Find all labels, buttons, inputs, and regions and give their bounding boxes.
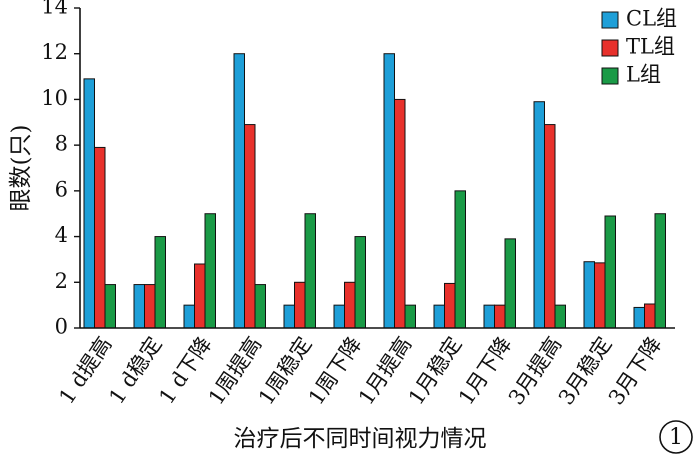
- bar-3-7: [404, 304, 416, 329]
- bar-3-6: [354, 236, 366, 329]
- x-axis-label: 治疗后不同时间视力情况: [234, 426, 487, 452]
- badge-number: 1: [669, 425, 683, 450]
- bar-2-2: [144, 284, 156, 329]
- legend-swatch: [601, 11, 619, 29]
- bar-1-6: [333, 304, 345, 329]
- y-tick-label: 6: [55, 177, 68, 201]
- bar-1-7: [383, 53, 395, 329]
- legend-label: TL组: [626, 35, 675, 59]
- bar-3-1: [104, 284, 116, 329]
- y-tick-label: 2: [55, 269, 68, 293]
- legend-label: L组: [626, 63, 661, 87]
- bar-1-10: [533, 101, 545, 329]
- y-tick-label: 12: [41, 40, 68, 64]
- bar-3-5: [304, 213, 316, 329]
- bar-1-8: [433, 304, 445, 329]
- bars-group: [83, 53, 666, 329]
- legend: CL组 TL组 L组: [601, 7, 677, 87]
- bar-3-10: [554, 304, 566, 329]
- bar-2-1: [94, 146, 106, 329]
- bar-1-9: [483, 304, 495, 329]
- badge-circle: [659, 420, 693, 454]
- legend-swatch: [601, 39, 619, 57]
- bar-2-4: [244, 124, 256, 329]
- bar-2-3: [194, 263, 206, 329]
- y-tick-label: 0: [55, 315, 68, 339]
- figure-badge: 1: [659, 420, 693, 454]
- legend-label: CL组: [626, 7, 677, 31]
- bar-3-8: [454, 190, 466, 329]
- bar-2-11: [594, 262, 606, 329]
- bar-2-5: [294, 281, 306, 329]
- bar-2-8: [444, 282, 456, 329]
- bar-2-12: [644, 303, 656, 329]
- bar-1-4: [233, 53, 245, 329]
- bar-3-12: [654, 213, 666, 329]
- legend-swatch: [601, 67, 619, 85]
- bar-3-9: [504, 238, 516, 329]
- bar-2-6: [344, 281, 356, 329]
- bar-3-3: [204, 213, 216, 329]
- bar-3-2: [154, 236, 166, 329]
- bar-1-1: [83, 78, 95, 329]
- axes-group: [79, 8, 675, 329]
- bar-1-12: [633, 306, 645, 329]
- bar-2-10: [544, 124, 556, 329]
- bar-2-7: [394, 98, 406, 329]
- y-axis-label: 眼数(只): [8, 125, 34, 212]
- bar-2-9: [494, 304, 506, 329]
- bar-3-11: [604, 215, 616, 329]
- bar-1-3: [183, 304, 195, 329]
- y-tick-label: 14: [41, 0, 68, 19]
- bar-1-11: [583, 261, 595, 329]
- bar-3-4: [254, 284, 266, 329]
- y-tick-label: 8: [55, 132, 68, 156]
- bar-1-5: [283, 304, 295, 329]
- bar-1-2: [133, 284, 145, 329]
- y-ticks-group: 0 2 4 6 8 10 12 14: [41, 0, 80, 339]
- y-tick-label: 4: [55, 223, 68, 247]
- y-tick-label: 10: [41, 86, 68, 110]
